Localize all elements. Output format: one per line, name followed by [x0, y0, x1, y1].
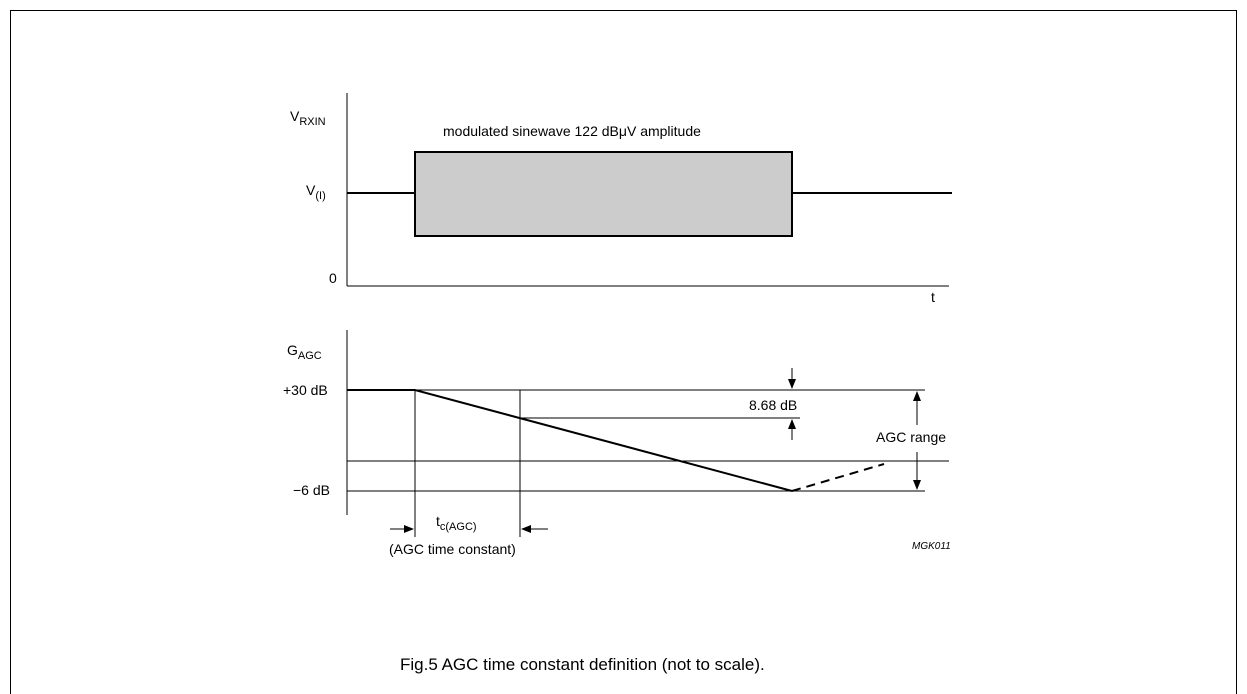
- bottom-y-axis-label: GAGC: [287, 342, 322, 362]
- figure-frame: [10, 10, 1237, 694]
- vi-level-label: V(I): [306, 182, 326, 202]
- zero-label: 0: [329, 270, 337, 286]
- signal-box-label: modulated sinewave 122 dBμV amplitude: [443, 123, 701, 139]
- gain-curve: [347, 389, 793, 492]
- upper-level-label: +30 dB: [283, 382, 328, 398]
- figure-code: MGK011: [912, 541, 951, 552]
- tc-label: tc(AGC): [436, 513, 477, 533]
- modulated-signal-box: [414, 151, 793, 237]
- figure-caption: Fig.5 AGC time constant definition (not …: [400, 655, 765, 674]
- bottom-plot: GAGC +30 dB −6 dB 8.68 dB AGC range tc(A…: [283, 330, 949, 557]
- gain-recovery-dashed: [791, 463, 885, 492]
- lower-level-label: −6 dB: [293, 482, 330, 498]
- time-axis-label: t: [931, 289, 935, 305]
- step-label: 8.68 dB: [749, 397, 797, 413]
- top-plot: VRXIN V(I) 0 t modulated sinewave 122 dB…: [290, 93, 952, 305]
- tc-description: (AGC time constant): [389, 541, 516, 557]
- top-y-axis-label: VRXIN: [290, 108, 326, 128]
- range-label: AGC range: [876, 429, 946, 445]
